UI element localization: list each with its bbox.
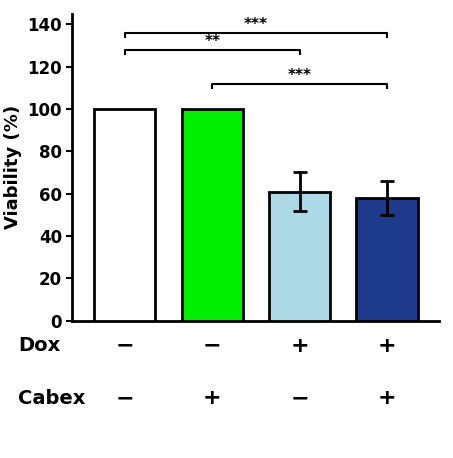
Text: +: +	[378, 336, 396, 356]
Text: +: +	[290, 336, 309, 356]
Bar	[94, 109, 155, 321]
Text: −: −	[290, 388, 309, 409]
Text: Cabex: Cabex	[18, 389, 86, 408]
Bar	[182, 109, 243, 321]
Bar	[269, 191, 330, 321]
Bar	[357, 198, 418, 321]
Text: −: −	[116, 388, 134, 409]
Text: Dox: Dox	[18, 336, 60, 355]
Text: ***: ***	[244, 17, 268, 32]
Text: −: −	[203, 336, 222, 356]
Text: ***: ***	[288, 68, 312, 83]
Text: **: **	[204, 34, 220, 49]
Text: +: +	[378, 388, 396, 409]
Text: +: +	[203, 388, 222, 409]
Text: −: −	[116, 336, 134, 356]
Y-axis label: Viability (%): Viability (%)	[4, 105, 22, 229]
